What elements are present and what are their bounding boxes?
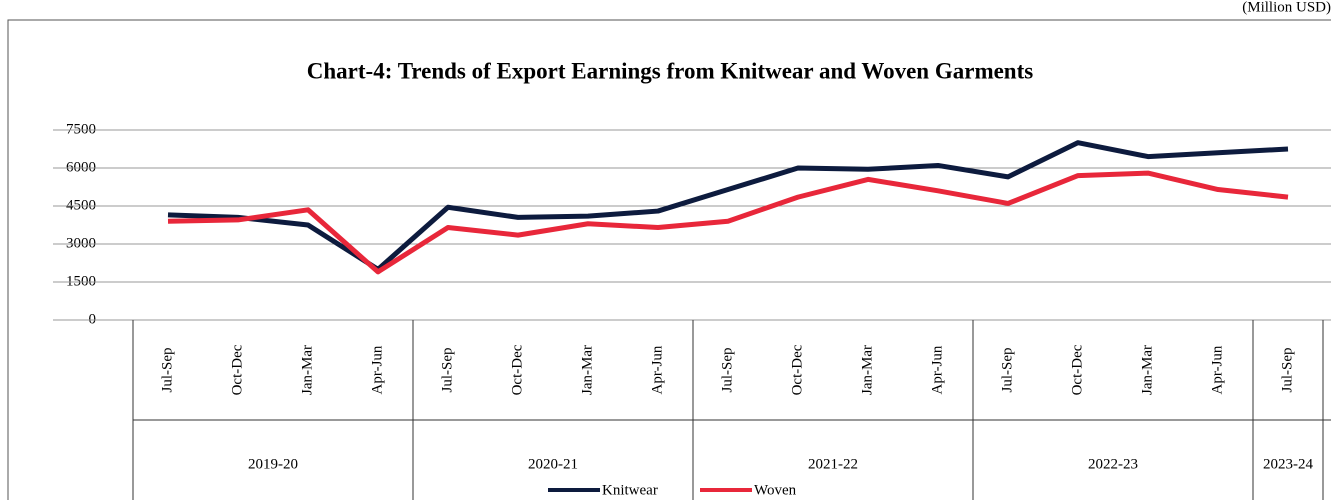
x-tick-label: Jan-Mar	[299, 345, 315, 395]
x-tick-label: Jul-Sep	[719, 348, 735, 393]
x-tick-label: Oct-Dec	[789, 344, 805, 395]
line-series	[167, 170, 1289, 275]
x-tick-label: Jul-Sep	[1279, 348, 1295, 393]
x-tick-label: Jan-Mar	[859, 345, 875, 395]
y-tick-label: 1500	[66, 273, 96, 289]
y-tick-label: 4500	[66, 197, 96, 213]
x-tick-label: Jan-Mar	[1139, 345, 1155, 395]
x-tick-label: Jan-Mar	[579, 345, 595, 395]
chart-frame	[7, 19, 1331, 500]
x-tick-label: Apr-Jun	[1209, 345, 1225, 394]
x-tick-label: Jul-Sep	[159, 348, 175, 393]
group-label: 2022-23	[1088, 456, 1138, 472]
group-label: 2023-24	[1263, 456, 1313, 472]
x-tick-label: Apr-Jun	[369, 345, 385, 394]
group-label: 2021-22	[808, 456, 858, 472]
x-tick-label: Oct-Dec	[1069, 344, 1085, 395]
x-tick-label: Oct-Dec	[229, 344, 245, 395]
x-tick-label: Jul-Sep	[999, 348, 1015, 393]
y-tick-label: 6000	[66, 159, 96, 175]
x-tick-label: Jul-Sep	[439, 348, 455, 393]
legend-label: Knitwear	[602, 482, 658, 498]
legend-label: Woven	[754, 482, 797, 498]
group-label: 2020-21	[528, 456, 578, 472]
unit-note: (Million USD)	[1242, 0, 1331, 15]
line-series	[167, 140, 1289, 272]
x-tick-label: Apr-Jun	[929, 345, 945, 394]
chart-title: Chart-4: Trends of Export Earnings from …	[307, 58, 1033, 83]
y-tick-label: 7500	[66, 121, 96, 137]
x-tick-label: Oct-Dec	[509, 344, 525, 395]
y-tick-label: 0	[89, 311, 97, 327]
y-tick-label: 3000	[66, 235, 96, 251]
group-label: 2019-20	[248, 456, 298, 472]
x-tick-label: Apr-Jun	[649, 345, 665, 394]
